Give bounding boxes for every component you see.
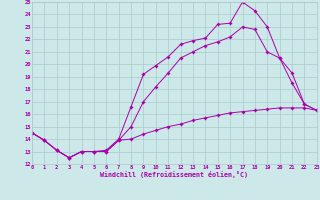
- X-axis label: Windchill (Refroidissement éolien,°C): Windchill (Refroidissement éolien,°C): [100, 171, 248, 178]
